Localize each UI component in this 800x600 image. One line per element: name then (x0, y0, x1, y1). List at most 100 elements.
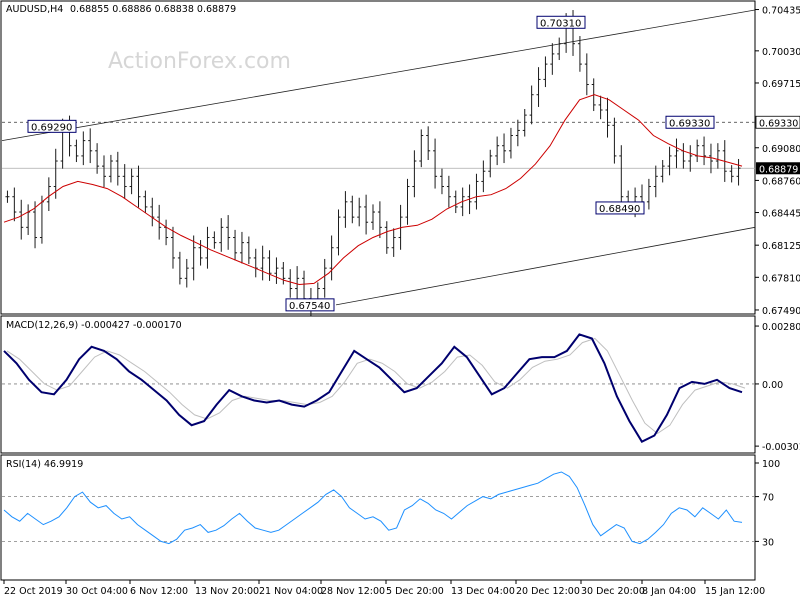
resistance-axis-label: 0.69330 (759, 118, 798, 129)
price-bar (488, 149, 493, 178)
price-level-tag: 0.69290 (27, 119, 77, 133)
price-bar (88, 128, 93, 164)
price-bar (212, 231, 217, 249)
rsi-y-tick-label: 30 (762, 537, 774, 548)
rsi-panel-title: RSI(14) 46.9919 (6, 459, 83, 470)
price-bar (322, 258, 327, 298)
macd-line (3, 333, 743, 444)
price-panel-symbol: AUDUSD,H4 (6, 4, 63, 15)
price-bar (46, 177, 51, 212)
price-bar (419, 129, 424, 168)
price-level-tag-label: 0.69330 (669, 118, 710, 129)
x-tick-label: 13 Nov 20:00 (195, 586, 259, 597)
price-bar (405, 178, 410, 225)
x-tick-label: 13 Dec 04:00 (451, 586, 515, 597)
price-bar (191, 235, 196, 281)
price-bar (557, 37, 562, 61)
price-bar (95, 143, 100, 174)
macd-y-tick-label: -0.003012 (762, 442, 800, 453)
price-bar (584, 53, 589, 96)
price-bar (577, 36, 582, 72)
price-bar (267, 250, 272, 281)
price-bar (391, 228, 396, 257)
price-bar (729, 165, 734, 183)
price-bar (619, 145, 624, 208)
price-bar (226, 215, 231, 250)
price-bar (219, 218, 224, 252)
price-bar (515, 119, 520, 147)
price-y-tick-label: 0.70435 (762, 6, 800, 17)
price-bar (702, 136, 707, 166)
price-bar (384, 221, 389, 254)
price-bar (736, 158, 741, 186)
price-level-tag-label: 0.69290 (31, 122, 72, 133)
price-bar (446, 175, 451, 208)
x-tick-label: 15 Jan 12:00 (705, 586, 765, 597)
price-bar (674, 138, 679, 169)
price-y-tick-label: 0.68445 (762, 209, 800, 220)
macd-y-tick-label: 0.00 (762, 380, 783, 391)
price-y-tick-label: 0.69080 (762, 144, 800, 155)
x-axis: 22 Oct 2019 30 Oct 04:00 6 Nov 12:00 13 Nov… (3, 580, 765, 597)
price-bar (19, 199, 24, 240)
price-bar (377, 201, 382, 239)
rsi-line (3, 471, 743, 545)
price-bar (184, 258, 189, 288)
price-y-tick-label: 0.70030 (762, 47, 800, 58)
price-level-tag-label: 0.70310 (540, 18, 581, 29)
watermark: ActionForex.com (108, 49, 291, 74)
rsi-panel-frame (0, 454, 756, 581)
price-bar (529, 85, 534, 125)
price-bar (453, 190, 458, 214)
channel-lower-line (335, 226, 756, 306)
price-bar (371, 204, 375, 230)
current-price-axis-label: 0.68879 (759, 164, 798, 175)
macd-panel-title: MACD(12,26,9) -0.000427 -0.000170 (6, 320, 182, 331)
rsi-plot (2, 471, 755, 545)
price-bar (605, 97, 610, 138)
price-bar (708, 143, 713, 174)
resistance-axis-box (755, 115, 800, 129)
price-bar (481, 160, 486, 193)
price-bar (667, 146, 672, 176)
price-level-tag: 0.67540 (285, 298, 335, 312)
moving-average-line (3, 94, 743, 286)
price-bar (329, 235, 334, 281)
price-bar (357, 197, 362, 227)
macd-plot (2, 333, 755, 444)
macd-panel-frame (0, 315, 756, 454)
price-bar (5, 190, 10, 203)
x-tick-label: 30 Dec 20:00 (581, 586, 645, 597)
x-tick-label: 20 Dec 12:00 (516, 586, 580, 597)
price-level-tag: 0.69330 (665, 115, 715, 129)
price-bar (495, 136, 500, 166)
price-bar (12, 187, 17, 222)
price-bar (550, 43, 555, 75)
price-bar (150, 197, 155, 227)
price-bar (177, 251, 182, 285)
price-level-tag: 0.70310 (536, 15, 586, 29)
price-bar (239, 231, 244, 264)
price-bar (136, 165, 141, 208)
price-bar (646, 178, 651, 210)
price-bar (412, 150, 417, 198)
price-bar (115, 151, 120, 186)
price-y-tick-label: 0.69715 (762, 79, 800, 90)
price-level-tag: 0.68490 (595, 201, 645, 215)
price-bar (281, 262, 286, 285)
price-bar (343, 191, 348, 228)
price-bar (129, 168, 134, 195)
price-level-tag-box (285, 298, 335, 312)
price-level-tag-label: 0.67540 (289, 301, 330, 312)
price-bar (653, 165, 658, 198)
price-bar (260, 245, 265, 281)
price-panel-frame (0, 0, 756, 315)
price-bar (426, 126, 431, 160)
price-bar (433, 138, 438, 189)
price-y-tick-label: 0.67490 (762, 306, 800, 317)
rsi-y-tick-label: 100 (762, 459, 780, 470)
price-bar (81, 131, 86, 166)
price-plot: 0.69290 0.67540 0.70310 0.69330 0.68490 (1, 9, 756, 316)
price-bar (536, 67, 541, 107)
